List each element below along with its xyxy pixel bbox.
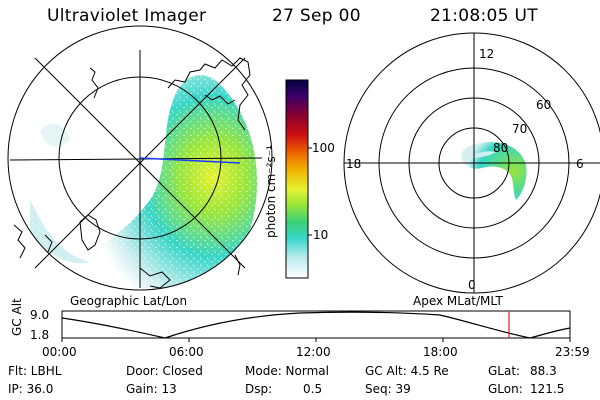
info-dsp-value: 0.5 — [303, 382, 323, 396]
colorbar-tick-100: 100 — [312, 141, 335, 155]
info-door: Door: Closed — [126, 364, 203, 378]
x-tick-0000: 00:00 — [42, 345, 77, 359]
info-seq: Seq: 39 — [365, 382, 411, 396]
mlt-label-18: 18 — [346, 157, 362, 171]
altitude-plot-frame — [61, 310, 571, 339]
time-label: 21:08:05 UT — [430, 6, 538, 26]
info-glat-label: GLat: — [488, 364, 521, 378]
info-glon-label: GLon: — [488, 382, 523, 396]
x-tick-1200: 12:00 — [296, 345, 331, 359]
info-flt: Flt: LBHL — [8, 364, 62, 378]
map-boundary — [7, 25, 273, 291]
meridian-line — [139, 157, 241, 164]
colorbar-tick-10: 10 — [313, 228, 329, 242]
altitude-curve — [61, 311, 571, 339]
colorbar — [285, 79, 312, 279]
info-ip: IP: 36.0 — [8, 382, 54, 396]
aurora-emission-left — [10, 50, 262, 288]
x-tick-1800: 18:00 — [423, 345, 458, 359]
info-gc-alt: GC Alt: 4.5 Re — [365, 364, 449, 378]
date-label: 27 Sep 00 — [272, 6, 361, 26]
info-glon-value: 121.5 — [530, 382, 565, 396]
mlt-label-6: 6 — [576, 157, 584, 171]
left-map-caption: Geographic Lat/Lon — [70, 294, 188, 308]
mlat-label-80: 80 — [493, 141, 509, 155]
x-tick-0600: 06:00 — [169, 345, 204, 359]
info-glat-value: 88.3 — [530, 364, 557, 378]
mlat-label-70: 70 — [512, 122, 528, 136]
mlat-label-60: 60 — [536, 98, 552, 112]
right-map-caption: Apex MLat/MLT — [413, 294, 503, 308]
altitude-ymax: 9.0 — [30, 308, 50, 322]
mlt-label-0: 0 — [468, 278, 476, 292]
instrument-title: Ultraviolet Imager — [47, 6, 207, 26]
info-mode: Mode: Normal — [245, 364, 329, 378]
geo-grid — [10, 50, 262, 288]
altitude-ymin: 1.8 — [30, 328, 50, 342]
mlt-label-12: 12 — [479, 47, 495, 61]
x-tick-2359: 23:59 — [555, 345, 590, 359]
coastlines — [13, 57, 251, 288]
info-dsp-label: Dsp: — [245, 382, 273, 396]
info-gain: Gain: 13 — [126, 382, 177, 396]
